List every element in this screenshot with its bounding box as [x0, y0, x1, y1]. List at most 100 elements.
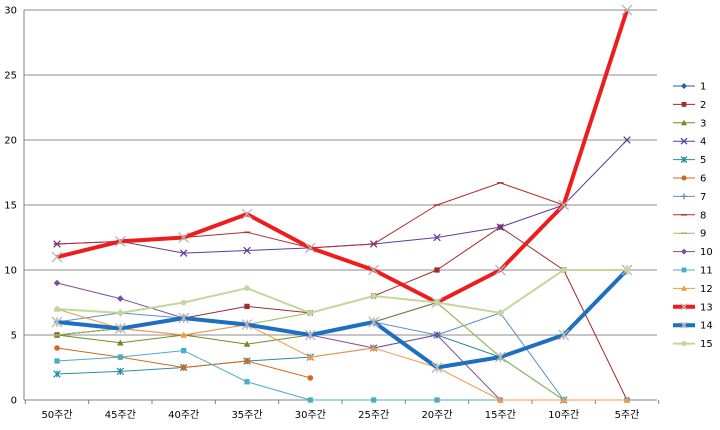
legend-label: 6 — [700, 174, 706, 185]
legend-item-5: 5 — [673, 155, 706, 166]
x-tick-label: 25주간 — [358, 409, 389, 421]
data-point — [494, 264, 506, 276]
legend-item-14: 14 — [673, 321, 713, 332]
data-point — [180, 331, 187, 338]
data-point — [307, 310, 314, 316]
x-tick-label: 10주간 — [548, 409, 579, 421]
data-point — [304, 242, 316, 254]
y-tick-label: 0 — [11, 396, 17, 407]
data-point — [497, 310, 504, 316]
data-point — [244, 303, 250, 310]
legend-marker — [681, 341, 687, 347]
data-point — [494, 351, 506, 363]
x-tick-label: 5주간 — [615, 409, 640, 421]
legend-label: 5 — [700, 155, 706, 166]
data-point — [558, 329, 570, 341]
series-line-12 — [56, 308, 627, 401]
series-line-15 — [56, 269, 627, 314]
legend-item-7: 7 — [673, 192, 706, 203]
data-point — [181, 347, 187, 354]
data-point — [53, 279, 61, 287]
data-point — [241, 319, 253, 331]
legend-item-3: 3 — [673, 118, 706, 129]
series-line-14 — [56, 268, 629, 370]
data-point — [623, 396, 631, 403]
data-point — [117, 310, 124, 316]
data-point — [434, 267, 440, 273]
series-14 — [51, 264, 633, 373]
data-point — [54, 345, 60, 351]
series-13 — [51, 4, 633, 308]
data-point — [241, 208, 253, 220]
series-line-13 — [56, 9, 629, 305]
data-point — [371, 397, 377, 403]
x-tick-label: 30주간 — [295, 409, 326, 421]
data-point — [307, 375, 314, 381]
series-line-5 — [56, 334, 564, 401]
data-point — [51, 251, 63, 263]
legend-label: 9 — [700, 229, 706, 240]
data-point — [117, 339, 124, 346]
data-point — [434, 397, 440, 403]
legend-marker — [680, 137, 688, 145]
series-2 — [54, 224, 630, 403]
legend-marker — [680, 303, 688, 311]
legend-item-9: 9 — [673, 229, 706, 240]
legend-item-2: 2 — [673, 100, 706, 111]
data-point — [370, 344, 377, 351]
legend-item-13: 13 — [673, 302, 713, 313]
series-8 — [53, 182, 567, 249]
y-tick-label: 15 — [4, 201, 17, 212]
legend-marker — [681, 193, 687, 200]
data-point — [560, 267, 567, 273]
x-tick-label: 45주간 — [105, 409, 136, 421]
data-point — [243, 340, 251, 347]
legend-label: 8 — [700, 210, 706, 221]
data-point — [307, 353, 314, 360]
data-point — [244, 379, 250, 385]
x-tick-label: 35주간 — [231, 409, 262, 421]
legend-marker — [681, 83, 687, 89]
data-point — [51, 316, 63, 328]
series-12 — [53, 305, 631, 403]
legend-marker — [681, 267, 687, 273]
x-axis: 50주간 45주간 40주간 35주간 30주간 25주간 20주간 15주간 10주간 5주간 — [24, 400, 660, 421]
legend-label: 7 — [700, 192, 706, 203]
legend-label: 10 — [700, 247, 713, 258]
legend-label: 1 — [700, 82, 706, 93]
y-tick-label: 25 — [4, 71, 17, 82]
y-tick-label: 10 — [4, 266, 17, 277]
data-point — [178, 312, 190, 324]
series-5 — [53, 331, 568, 404]
legend-label: 3 — [700, 118, 706, 129]
data-point — [116, 367, 125, 376]
series-line-8 — [56, 182, 564, 249]
data-point — [117, 295, 124, 302]
y-tick-label: 5 — [11, 331, 17, 342]
legend-label: 11 — [700, 266, 713, 277]
data-point — [304, 329, 316, 341]
data-point — [178, 232, 190, 243]
series-line-11 — [56, 350, 627, 401]
data-point — [179, 249, 188, 257]
data-point — [433, 331, 441, 339]
data-point — [114, 235, 126, 247]
legend-marker — [681, 175, 687, 181]
data-point — [496, 223, 505, 231]
legend-item-6: 6 — [673, 174, 706, 185]
data-point — [624, 267, 630, 273]
data-point — [434, 299, 440, 306]
data-point — [54, 358, 60, 364]
legend-item-10: 10 — [673, 247, 713, 258]
y-tick-label: 20 — [4, 136, 17, 147]
series-lines — [51, 4, 633, 404]
series-11 — [54, 347, 630, 403]
data-point — [368, 264, 380, 276]
legend-label: 2 — [700, 100, 706, 111]
x-tick-label: 20주간 — [421, 409, 452, 421]
y-tick-label: 30 — [4, 6, 17, 17]
data-point — [114, 323, 126, 334]
legend-marker — [681, 285, 687, 291]
